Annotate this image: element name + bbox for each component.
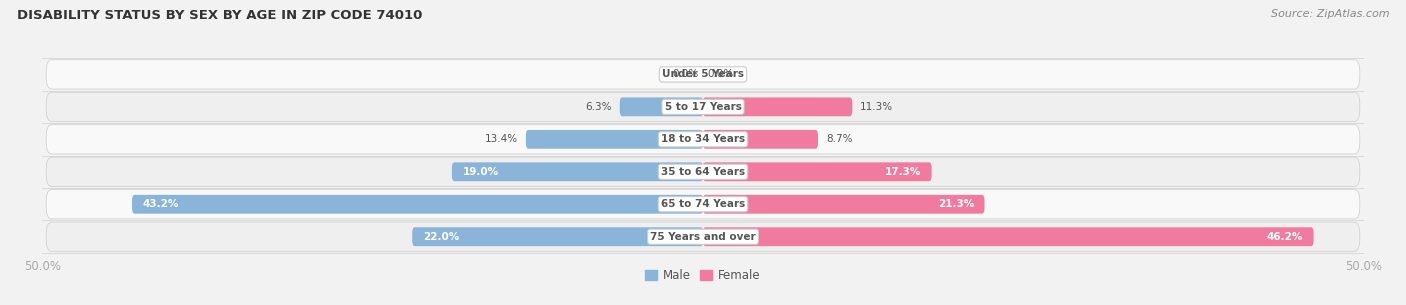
Text: 21.3%: 21.3% [938,199,974,209]
FancyBboxPatch shape [703,162,932,181]
Text: Under 5 Years: Under 5 Years [662,69,744,79]
FancyBboxPatch shape [132,195,703,214]
Text: 18 to 34 Years: 18 to 34 Years [661,134,745,144]
Text: 46.2%: 46.2% [1267,232,1303,242]
Text: 0.0%: 0.0% [673,69,699,79]
FancyBboxPatch shape [703,130,818,149]
FancyBboxPatch shape [451,162,703,181]
FancyBboxPatch shape [703,227,1313,246]
FancyBboxPatch shape [526,130,703,149]
Text: 65 to 74 Years: 65 to 74 Years [661,199,745,209]
Text: 8.7%: 8.7% [825,134,852,144]
Text: DISABILITY STATUS BY SEX BY AGE IN ZIP CODE 74010: DISABILITY STATUS BY SEX BY AGE IN ZIP C… [17,9,422,22]
Text: 35 to 64 Years: 35 to 64 Years [661,167,745,177]
Text: 43.2%: 43.2% [142,199,179,209]
Text: Source: ZipAtlas.com: Source: ZipAtlas.com [1271,9,1389,19]
FancyBboxPatch shape [620,97,703,116]
Text: 13.4%: 13.4% [485,134,517,144]
FancyBboxPatch shape [46,125,1360,154]
Text: 17.3%: 17.3% [884,167,921,177]
Text: 5 to 17 Years: 5 to 17 Years [665,102,741,112]
Text: 19.0%: 19.0% [463,167,499,177]
FancyBboxPatch shape [46,92,1360,121]
Legend: Male, Female: Male, Female [641,264,765,286]
FancyBboxPatch shape [412,227,703,246]
FancyBboxPatch shape [46,190,1360,219]
Text: 0.0%: 0.0% [707,69,733,79]
Text: 22.0%: 22.0% [423,232,460,242]
Text: 75 Years and over: 75 Years and over [650,232,756,242]
FancyBboxPatch shape [46,60,1360,89]
Text: 6.3%: 6.3% [585,102,612,112]
FancyBboxPatch shape [46,222,1360,251]
FancyBboxPatch shape [46,157,1360,186]
FancyBboxPatch shape [703,97,852,116]
FancyBboxPatch shape [703,195,984,214]
Text: 11.3%: 11.3% [860,102,893,112]
